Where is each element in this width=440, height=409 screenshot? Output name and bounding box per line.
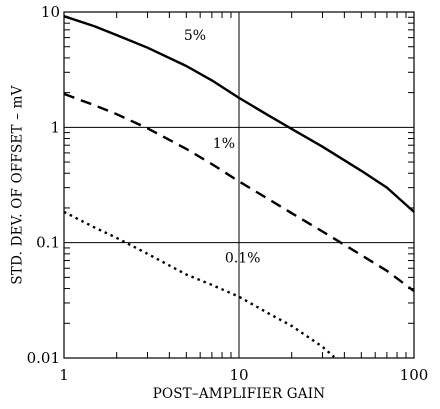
x-tick-label: 10 <box>229 366 248 384</box>
x-tick-label: 1 <box>59 366 69 384</box>
tick-labels: 1 10 100 0.01 0.1 1 10 <box>27 3 429 384</box>
y-tick-label: 0.1 <box>36 234 60 252</box>
series-label: 1% <box>213 136 235 152</box>
grid-layer <box>64 12 414 358</box>
plot-frame <box>63 11 415 359</box>
minor-ticks <box>64 12 414 358</box>
series-line-5pct <box>63 15 415 213</box>
series-line-1pct <box>63 92 415 293</box>
y-axis-label: STD. DEV. OF OFFSET – mV <box>10 85 26 284</box>
x-tick-label: 100 <box>400 366 429 384</box>
series-label: 5% <box>184 28 206 44</box>
series-line-01pct <box>63 210 335 358</box>
series-label: 0.1% <box>225 251 261 267</box>
y-tick-label: 1 <box>50 118 60 136</box>
series-labels: 5% 1% 0.1% <box>184 28 261 267</box>
y-tick-label: 0.01 <box>27 349 60 367</box>
x-axis-label: POST–AMPLIFIER GAIN <box>153 386 326 402</box>
y-tick-label: 10 <box>41 3 60 21</box>
series-layer <box>63 15 415 358</box>
